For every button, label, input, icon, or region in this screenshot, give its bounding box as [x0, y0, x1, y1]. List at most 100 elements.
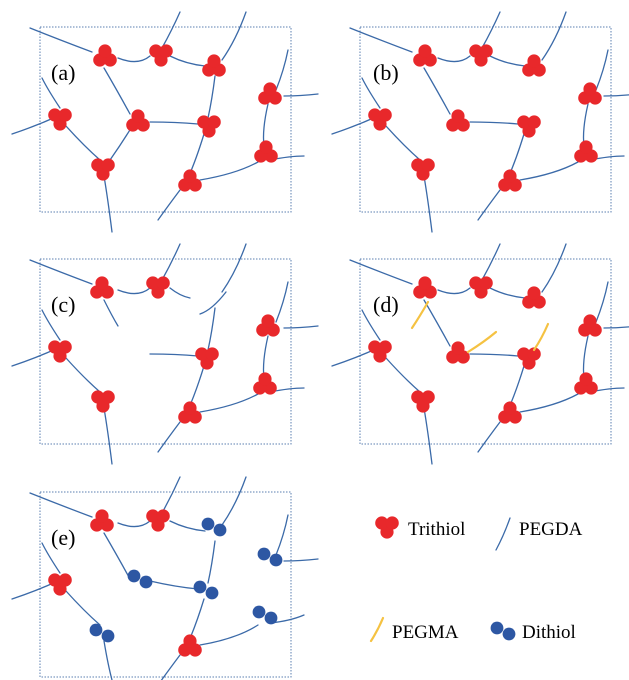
- pegda-chain: [489, 55, 526, 67]
- trithiol-bead: [479, 276, 493, 290]
- dithiol-bead: [201, 517, 215, 531]
- trithiol-bead: [95, 509, 109, 523]
- legend-dithiol-label: Dithiol: [522, 622, 576, 643]
- trithiol-bead: [583, 314, 597, 328]
- pegda-chain: [117, 55, 151, 63]
- trithiol-bead: [58, 108, 72, 122]
- trithiol-cluster: [469, 44, 493, 67]
- panel-c: [11, 243, 319, 465]
- panel-frame: [39, 491, 292, 678]
- legend-trithiol-label: Trithiol: [408, 519, 465, 540]
- pegda-chain: [385, 357, 421, 393]
- pegda-chain: [103, 532, 131, 580]
- pegda-chain: [489, 287, 526, 299]
- legend-pegda-label: PEGDA: [519, 519, 583, 540]
- pegda-chain: [519, 161, 579, 181]
- pegda-chain: [423, 299, 451, 347]
- trithiol-cluster: [48, 340, 72, 363]
- pegda-chain: [207, 75, 216, 119]
- trithiol-bead: [48, 108, 62, 122]
- pegma-chain: [466, 330, 498, 354]
- pegda-chain: [385, 125, 421, 161]
- trithiol-bead: [149, 44, 163, 58]
- legend: Trithiol PEGDA PEGMA Dithiol: [369, 516, 583, 643]
- trithiol-bead: [503, 169, 517, 183]
- trithiol-bead: [48, 573, 62, 587]
- trithiol-cluster: [517, 115, 541, 138]
- trithiol-cluster: [517, 347, 541, 370]
- trithiol-bead: [583, 82, 597, 96]
- trithiol-bead: [421, 390, 435, 404]
- trithiol-cluster: [368, 340, 392, 363]
- pegda-chain: [349, 259, 413, 285]
- pegda-chain: [582, 103, 589, 147]
- pegda-chain: [519, 393, 579, 413]
- pegda-chain: [161, 11, 181, 49]
- trithiol-cluster: [146, 276, 170, 299]
- trithiol-cluster: [254, 140, 278, 163]
- trithiol-cluster: [93, 44, 117, 67]
- trithiol-bead: [98, 44, 112, 58]
- trithiol-cluster: [48, 573, 72, 596]
- trithiol-bead: [183, 401, 197, 415]
- pegda-chain: [603, 94, 629, 97]
- trithiol-bead: [378, 340, 392, 354]
- trithiol-bead: [156, 509, 170, 523]
- trithiol-cluster: [90, 509, 114, 532]
- trithiol-cluster: [446, 341, 470, 364]
- pegda-chain: [221, 11, 247, 61]
- trithiol-cluster: [258, 82, 282, 105]
- trithiol-bead: [527, 115, 541, 129]
- trithiol-bead: [91, 390, 105, 404]
- trithiol-cluster: [126, 109, 150, 132]
- trithiol-bead: [411, 390, 425, 404]
- panel-label-e: (e): [51, 525, 75, 550]
- dithiol-pair: [257, 547, 283, 567]
- panel-d: [331, 243, 629, 465]
- trithiol-cluster: [522, 54, 546, 77]
- pegda-chain: [477, 189, 501, 221]
- dithiol-pair: [490, 621, 516, 641]
- trithiol-cluster: [574, 140, 598, 163]
- pegda-chain: [595, 281, 609, 323]
- trithiol-bead: [131, 109, 145, 123]
- trithiol-cluster: [469, 276, 493, 299]
- pegda-chain: [603, 326, 629, 329]
- pegda-chain: [103, 640, 113, 680]
- trithiol-bead: [418, 44, 432, 58]
- pegda-chain: [207, 540, 216, 584]
- pegda-chain: [423, 67, 451, 115]
- trithiol-cluster: [446, 109, 470, 132]
- legend-pegma-label: PEGMA: [392, 622, 459, 643]
- pegda-chain: [423, 407, 433, 465]
- trithiol-bead: [183, 634, 197, 648]
- pegda-chain: [437, 55, 471, 63]
- trithiol-cluster: [91, 158, 115, 181]
- dithiol-bead: [264, 611, 278, 625]
- pegda-chain: [361, 309, 381, 341]
- trithiol-bead: [146, 276, 160, 290]
- dithiol-bead: [490, 621, 504, 635]
- pegda-chain: [221, 476, 247, 526]
- trithiol-bead: [479, 44, 493, 58]
- trithiol-cluster: [90, 276, 114, 299]
- trithiol-cluster: [195, 347, 219, 370]
- dithiol-bead: [213, 523, 227, 537]
- trithiol-cluster: [413, 44, 437, 67]
- pegda-chain: [161, 476, 181, 514]
- pegda-chain: [199, 291, 227, 315]
- panel-frame: [39, 258, 292, 445]
- pegda-chain: [477, 421, 501, 453]
- pegda-chain: [65, 357, 101, 393]
- pegda-chain: [41, 77, 61, 109]
- trithiol-bead: [469, 276, 483, 290]
- pegda-chain: [199, 393, 259, 413]
- trithiol-bead: [197, 115, 211, 129]
- trithiol-cluster: [146, 509, 170, 532]
- trithiol-bead: [156, 276, 170, 290]
- trithiol-bead: [385, 516, 399, 530]
- trithiol-cluster: [411, 390, 435, 413]
- trithiol-bead: [261, 314, 275, 328]
- pegda-chain: [481, 243, 501, 281]
